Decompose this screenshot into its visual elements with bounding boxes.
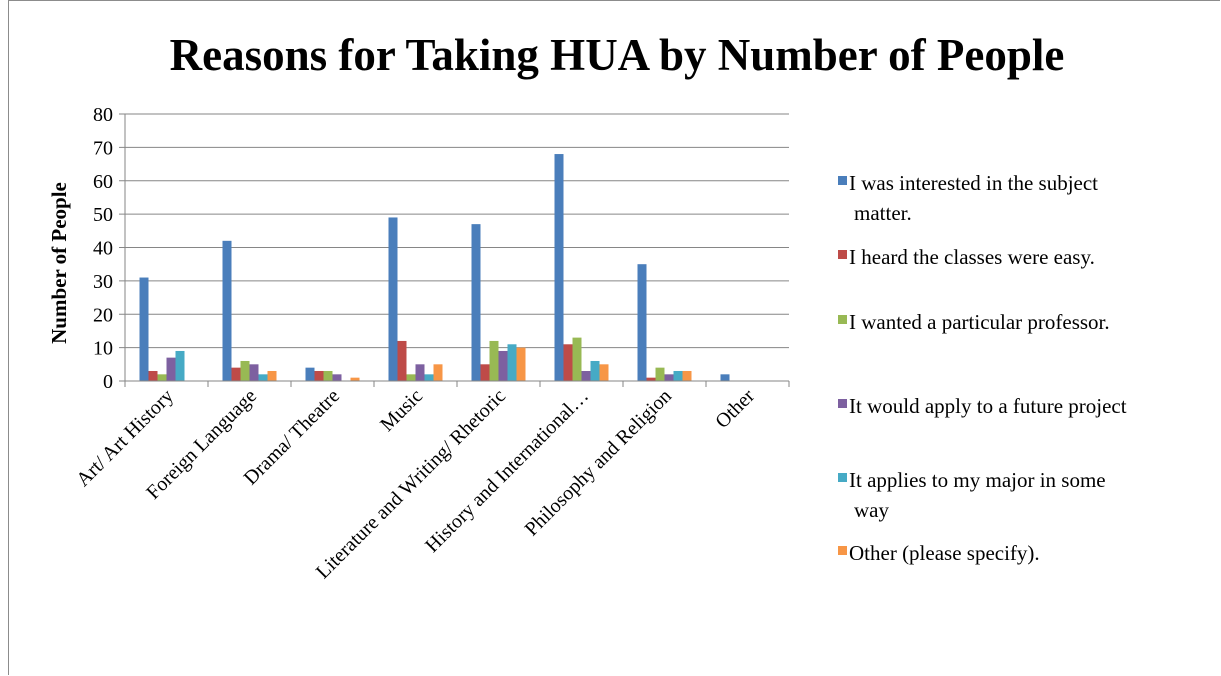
bar xyxy=(166,357,176,381)
bar xyxy=(554,154,564,381)
bar xyxy=(599,364,609,381)
bar xyxy=(682,370,692,381)
bar xyxy=(388,217,398,381)
bar xyxy=(397,340,407,381)
legend-item: Other (please specify). xyxy=(838,541,1040,565)
bar xyxy=(433,364,443,381)
gridlines xyxy=(125,113,789,349)
bar xyxy=(139,277,149,381)
bar xyxy=(157,374,167,381)
bar xyxy=(231,367,241,381)
bar xyxy=(249,364,259,381)
legend-label: I heard the classes were easy. xyxy=(849,245,1095,269)
y-tick-label: 30 xyxy=(93,271,113,293)
bar xyxy=(480,364,490,381)
y-tick-label: 10 xyxy=(93,338,113,360)
legend-label: way xyxy=(854,498,889,522)
bar xyxy=(516,347,526,381)
legend-item: I heard the classes were easy. xyxy=(838,245,1095,269)
bar xyxy=(323,370,333,381)
legend-swatch xyxy=(838,399,847,408)
bar xyxy=(415,364,425,381)
legend-item: It would apply to a future project xyxy=(838,394,1127,418)
legend-label: Other (please specify). xyxy=(849,541,1040,565)
y-axis-label: Number of People xyxy=(47,182,71,344)
bar xyxy=(406,374,416,381)
y-tick-label: 80 xyxy=(93,104,113,126)
x-tick-label: Other xyxy=(711,385,759,433)
bar xyxy=(175,350,185,381)
legend-swatch xyxy=(838,315,847,324)
legend-item: I wanted a particular professor. xyxy=(838,310,1110,334)
legend-swatch xyxy=(838,250,847,259)
legend-label: I wanted a particular professor. xyxy=(849,310,1110,334)
y-tick-label: 70 xyxy=(93,137,113,159)
bar xyxy=(646,377,656,381)
bar xyxy=(507,344,517,381)
legend-label: I was interested in the subject xyxy=(849,171,1098,195)
chart-title: Reasons for Taking HUA by Number of Peop… xyxy=(170,30,1065,80)
legend-label: It would apply to a future project xyxy=(849,394,1127,418)
bar xyxy=(664,374,674,381)
bar xyxy=(590,360,600,381)
y-tick-label: 60 xyxy=(93,171,113,193)
bar xyxy=(720,374,730,381)
bar xyxy=(267,370,277,381)
y-axis-ticks: 0 10 20 30 40 50 60 70 80 xyxy=(93,104,125,393)
bar xyxy=(637,264,647,381)
bar xyxy=(240,360,250,381)
chart-frame xyxy=(8,0,1220,675)
legend-label: It applies to my major in some xyxy=(849,468,1106,492)
bars xyxy=(139,154,730,381)
y-tick-label: 0 xyxy=(103,371,113,393)
bar xyxy=(572,337,582,381)
bar xyxy=(489,340,499,381)
bar xyxy=(563,344,573,381)
bar xyxy=(222,240,232,381)
legend: I was interested in the subjectmatter.I … xyxy=(838,171,1127,565)
legend-item: It applies to my major in some way xyxy=(838,468,1106,522)
bar xyxy=(581,370,591,381)
x-tick-label: History and International… xyxy=(421,385,593,557)
bar xyxy=(305,367,315,381)
bar xyxy=(332,374,342,381)
y-tick-label: 50 xyxy=(93,204,113,226)
legend-swatch xyxy=(838,176,847,185)
legend-item: I was interested in the subject matter. xyxy=(838,171,1098,225)
bar xyxy=(314,370,324,381)
bar xyxy=(498,350,508,381)
y-tick-label: 20 xyxy=(93,304,113,326)
bar xyxy=(258,374,268,381)
legend-label: matter. xyxy=(854,201,912,225)
bar xyxy=(655,367,665,381)
bar xyxy=(424,374,434,381)
legend-swatch xyxy=(838,546,847,555)
x-tick-label: Music xyxy=(376,385,427,436)
bar xyxy=(673,370,683,381)
y-tick-label: 40 xyxy=(93,238,113,260)
bar xyxy=(471,224,481,381)
x-tick-label: Philosophy and Religion xyxy=(521,385,676,540)
bar xyxy=(350,377,360,381)
bar xyxy=(148,370,158,381)
legend-swatch xyxy=(838,473,847,482)
